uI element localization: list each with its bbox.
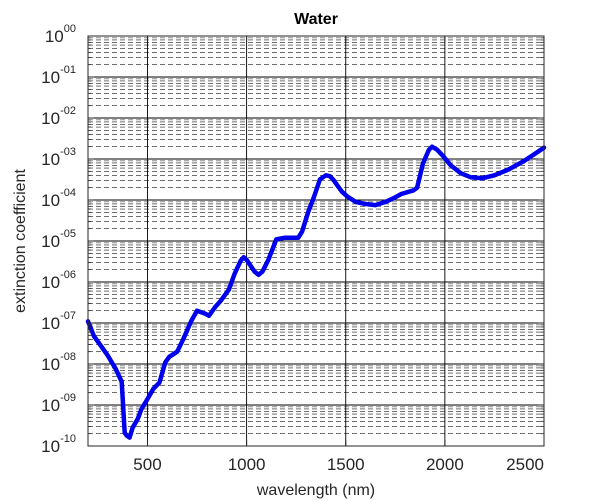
y-tick-label: 10-02 <box>41 105 76 128</box>
x-axis-title: wavelength (nm) <box>256 482 375 499</box>
grid <box>88 35 545 447</box>
ticks <box>88 35 545 447</box>
x-tick-label: 500 <box>133 455 161 474</box>
x-tick-label: 1000 <box>228 455 266 474</box>
x-tick-label: 2000 <box>426 455 464 474</box>
y-tick-label: 10-03 <box>41 146 76 169</box>
y-tick-label: 10-10 <box>41 433 76 456</box>
y-tick-labels: 1000 10-01 10-02 10-03 10-04 10-05 10-06 10-07 1… <box>41 23 76 456</box>
x-tick-labels: 500 1000 1500 2000 2500 <box>133 455 544 474</box>
y-tick-label: 10-09 <box>41 392 76 415</box>
y-tick-label: 1000 <box>45 23 76 46</box>
series-layer <box>85 144 547 440</box>
series-line <box>85 144 547 440</box>
y-tick-label: 10-05 <box>41 228 76 251</box>
y-axis-title: extinction coefficient <box>12 169 29 313</box>
y-tick-label: 10-06 <box>41 269 76 292</box>
y-tick-label: 10-01 <box>41 64 76 87</box>
x-tick-label: 1500 <box>327 455 365 474</box>
y-tick-label: 10-07 <box>41 310 76 333</box>
y-tick-label: 10-08 <box>41 351 76 374</box>
chart-title: Water <box>294 11 338 28</box>
x-tick-label: 2500 <box>506 455 544 474</box>
y-tick-label: 10-04 <box>41 187 76 210</box>
